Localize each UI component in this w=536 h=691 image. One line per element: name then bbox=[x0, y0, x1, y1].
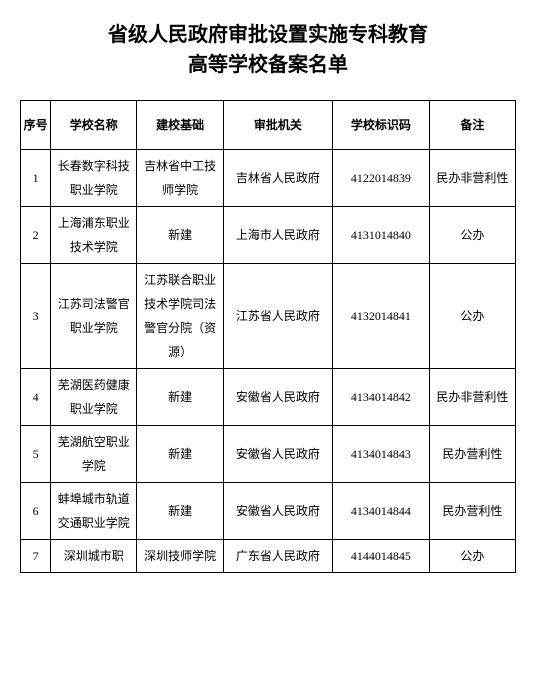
cell-name: 芜湖医药健康职业学院 bbox=[51, 369, 137, 426]
header-remark: 备注 bbox=[429, 101, 515, 150]
cell-basis: 新建 bbox=[137, 483, 223, 540]
cell-remark: 民办非营利性 bbox=[429, 369, 515, 426]
cell-auth: 安徽省人民政府 bbox=[223, 369, 332, 426]
cell-seq: 6 bbox=[21, 483, 51, 540]
table-row: 1 长春数字科技职业学院 吉林省中工技师学院 吉林省人民政府 412201483… bbox=[21, 150, 516, 207]
cell-seq: 3 bbox=[21, 264, 51, 369]
cell-basis: 新建 bbox=[137, 207, 223, 264]
cell-name: 蚌埠城市轨道交通职业学院 bbox=[51, 483, 137, 540]
cell-auth: 上海市人民政府 bbox=[223, 207, 332, 264]
cell-name: 芜湖航空职业学院 bbox=[51, 426, 137, 483]
table-row: 7 深圳城市职 深圳技师学院 广东省人民政府 4144014845 公办 bbox=[21, 540, 516, 573]
title-line-1: 省级人民政府审批设置实施专科教育 bbox=[108, 24, 428, 46]
table-row: 3 江苏司法警官职业学院 江苏联合职业技术学院司法警官分院（资源） 江苏省人民政… bbox=[21, 264, 516, 369]
schools-table: 序号 学校名称 建校基础 审批机关 学校标识码 备注 1 长春数字科技职业学院 … bbox=[20, 100, 516, 573]
cell-basis: 吉林省中工技师学院 bbox=[137, 150, 223, 207]
cell-seq: 1 bbox=[21, 150, 51, 207]
cell-basis: 新建 bbox=[137, 369, 223, 426]
header-row: 序号 学校名称 建校基础 审批机关 学校标识码 备注 bbox=[21, 101, 516, 150]
cell-code: 4134014842 bbox=[332, 369, 429, 426]
cell-code: 4132014841 bbox=[332, 264, 429, 369]
table-row: 5 芜湖航空职业学院 新建 安徽省人民政府 4134014843 民办营利性 bbox=[21, 426, 516, 483]
cell-code: 4131014840 bbox=[332, 207, 429, 264]
cell-remark: 民办营利性 bbox=[429, 426, 515, 483]
cell-code: 4122014839 bbox=[332, 150, 429, 207]
cell-auth: 安徽省人民政府 bbox=[223, 483, 332, 540]
cell-basis: 江苏联合职业技术学院司法警官分院（资源） bbox=[137, 264, 223, 369]
cell-seq: 2 bbox=[21, 207, 51, 264]
cell-code: 4144014845 bbox=[332, 540, 429, 573]
cell-name: 深圳城市职 bbox=[51, 540, 137, 573]
cell-auth: 吉林省人民政府 bbox=[223, 150, 332, 207]
cell-code: 4134014844 bbox=[332, 483, 429, 540]
cell-auth: 江苏省人民政府 bbox=[223, 264, 332, 369]
cell-remark: 民办非营利性 bbox=[429, 150, 515, 207]
cell-basis: 新建 bbox=[137, 426, 223, 483]
cell-seq: 7 bbox=[21, 540, 51, 573]
cell-remark: 公办 bbox=[429, 207, 515, 264]
cell-code: 4134014843 bbox=[332, 426, 429, 483]
cell-name: 上海浦东职业技术学院 bbox=[51, 207, 137, 264]
header-seq: 序号 bbox=[21, 101, 51, 150]
cell-remark: 民办营利性 bbox=[429, 483, 515, 540]
header-code: 学校标识码 bbox=[332, 101, 429, 150]
table-row: 4 芜湖医药健康职业学院 新建 安徽省人民政府 4134014842 民办非营利… bbox=[21, 369, 516, 426]
header-basis: 建校基础 bbox=[137, 101, 223, 150]
table-body: 1 长春数字科技职业学院 吉林省中工技师学院 吉林省人民政府 412201483… bbox=[21, 150, 516, 573]
header-auth: 审批机关 bbox=[223, 101, 332, 150]
cell-seq: 5 bbox=[21, 426, 51, 483]
title-line-2: 高等学校备案名单 bbox=[188, 54, 348, 76]
table-row: 2 上海浦东职业技术学院 新建 上海市人民政府 4131014840 公办 bbox=[21, 207, 516, 264]
document-title: 省级人民政府审批设置实施专科教育 高等学校备案名单 bbox=[20, 20, 516, 80]
cell-basis: 深圳技师学院 bbox=[137, 540, 223, 573]
header-name: 学校名称 bbox=[51, 101, 137, 150]
cell-auth: 安徽省人民政府 bbox=[223, 426, 332, 483]
cell-remark: 公办 bbox=[429, 264, 515, 369]
cell-name: 江苏司法警官职业学院 bbox=[51, 264, 137, 369]
table-row: 6 蚌埠城市轨道交通职业学院 新建 安徽省人民政府 4134014844 民办营… bbox=[21, 483, 516, 540]
cell-seq: 4 bbox=[21, 369, 51, 426]
cell-name: 长春数字科技职业学院 bbox=[51, 150, 137, 207]
cell-auth: 广东省人民政府 bbox=[223, 540, 332, 573]
cell-remark: 公办 bbox=[429, 540, 515, 573]
